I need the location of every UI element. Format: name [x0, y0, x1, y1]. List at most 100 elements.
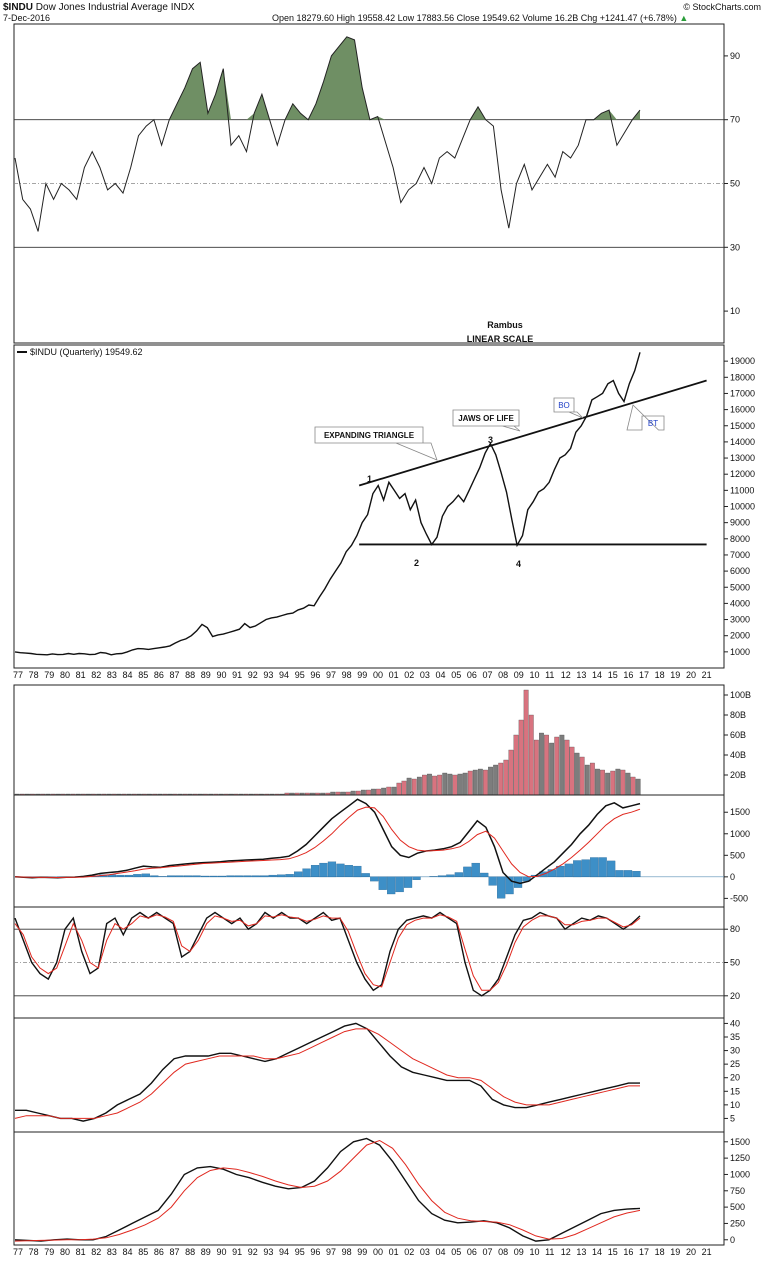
macd-histogram-bar	[184, 875, 193, 878]
volume-bar	[554, 736, 560, 796]
x-year-label-bottom: 06	[467, 1247, 477, 1257]
x-year-label-bottom: 16	[623, 1247, 633, 1257]
x-year-label-bottom: 03	[420, 1247, 430, 1257]
volume-bar	[391, 786, 397, 796]
volume-bar	[371, 788, 376, 796]
x-year-label-bottom: 83	[107, 1247, 117, 1257]
macd-histogram-bar	[277, 874, 286, 878]
x-year-label-bottom: 04	[436, 1247, 446, 1257]
jaws-of-life-callout-box	[452, 409, 521, 432]
volume-bar	[386, 786, 392, 796]
y-tick-label: 4000	[730, 598, 750, 608]
x-year-label-bottom: 08	[498, 1247, 508, 1257]
x-year-label: 96	[310, 670, 320, 680]
upper-trendline	[358, 379, 707, 487]
volume-bar	[539, 732, 544, 796]
y-tick-label: 10000	[730, 502, 755, 512]
y-tick-label: 8000	[730, 534, 750, 544]
macd-histogram-bar	[403, 876, 413, 888]
macd-histogram-bar	[268, 874, 277, 877]
y-tick-label: 30	[730, 242, 740, 252]
x-year-label: 79	[44, 670, 54, 680]
x-year-label-bottom: 20	[686, 1247, 696, 1257]
macd-histogram-bar	[319, 862, 328, 878]
x-year-label-bottom: 17	[639, 1247, 649, 1257]
y-tick-label: 12000	[730, 469, 755, 479]
volume-bar	[635, 778, 641, 796]
volume-bar	[355, 790, 361, 796]
price-stats: Open 18279.60 High 19558.42 Low 17883.56…	[272, 13, 677, 23]
macd-histogram-bar	[294, 871, 303, 878]
x-year-label-bottom: 93	[263, 1247, 273, 1257]
macd-histogram-bar	[607, 860, 616, 877]
y-tick-label: 0	[730, 1235, 735, 1245]
volume-bar	[477, 768, 483, 796]
x-year-label: 97	[326, 670, 336, 680]
y-tick-label: 30	[730, 1046, 740, 1056]
macd-histogram-bar	[167, 875, 176, 878]
x-year-label: 01	[389, 670, 399, 680]
x-year-label-bottom: 88	[185, 1247, 195, 1257]
y-tick-label: 16000	[730, 405, 755, 415]
y-tick-label: 5	[730, 1113, 735, 1123]
y-tick-label: 25	[730, 1059, 740, 1069]
macd-histogram-bar	[573, 860, 582, 878]
volume-bar	[569, 746, 575, 796]
macd-histogram-bar	[378, 876, 387, 890]
volume-bar	[381, 787, 387, 796]
scale-type-title: LINEAR SCALE	[467, 334, 534, 344]
macd-histogram-bar	[251, 875, 260, 878]
rsi-line	[14, 36, 641, 232]
macd-histogram-bar	[471, 862, 480, 878]
x-year-label: 03	[420, 670, 430, 680]
x-year-label-bottom: 79	[44, 1247, 54, 1257]
macd-histogram-bar	[302, 868, 311, 878]
macd-histogram-bar	[141, 873, 150, 877]
x-year-label-bottom: 84	[123, 1247, 133, 1257]
x-year-label: 99	[357, 670, 367, 680]
macd-line	[14, 798, 641, 885]
macd-histogram-bar	[632, 871, 641, 877]
volume-bar	[625, 772, 631, 796]
macd-histogram-bar	[463, 866, 472, 877]
x-year-label: 06	[467, 670, 477, 680]
x-year-label: 11	[545, 670, 554, 680]
y-tick-label: -500	[730, 893, 748, 903]
y-tick-label: 0	[730, 872, 735, 882]
y-tick-label: 50	[730, 179, 740, 189]
x-year-label-bottom: 85	[138, 1247, 148, 1257]
y-tick-label: 10	[730, 1100, 740, 1110]
x-year-label: 80	[60, 670, 70, 680]
bottom-line	[14, 1137, 641, 1242]
y-tick-label: 1000	[730, 1169, 750, 1179]
y-tick-label: 7000	[730, 550, 750, 560]
macd-histogram-bar	[344, 865, 353, 877]
macd-histogram-bar	[547, 869, 556, 877]
x-year-label: 00	[373, 670, 383, 680]
up-arrow-icon: ▲	[679, 13, 689, 23]
volume-bar	[422, 774, 427, 796]
x-year-label: 87	[170, 670, 180, 680]
x-year-label-bottom: 86	[154, 1247, 164, 1257]
macd-histogram-bar	[124, 874, 134, 877]
x-year-label-bottom: 80	[60, 1247, 70, 1257]
volume-bar	[533, 739, 539, 796]
volume-bar	[483, 769, 488, 796]
x-year-label: 78	[29, 670, 39, 680]
y-tick-label: 3000	[730, 615, 750, 625]
volume-bar	[457, 773, 463, 796]
y-tick-label: 60B	[730, 730, 746, 740]
volume-bar	[503, 759, 509, 796]
stochastic-line	[14, 911, 641, 997]
volume-bar	[549, 742, 555, 796]
volume-bar	[508, 749, 514, 796]
y-tick-label: 10	[730, 306, 740, 316]
x-year-label: 77	[13, 670, 23, 680]
volume-bar	[615, 768, 621, 796]
x-year-label: 19	[670, 670, 680, 680]
x-year-label-bottom: 89	[201, 1247, 211, 1257]
macd-histogram-bar	[564, 863, 573, 877]
y-tick-label: 500	[730, 850, 745, 860]
macd-histogram-bar	[412, 876, 421, 880]
macd-histogram-bar	[150, 875, 159, 878]
